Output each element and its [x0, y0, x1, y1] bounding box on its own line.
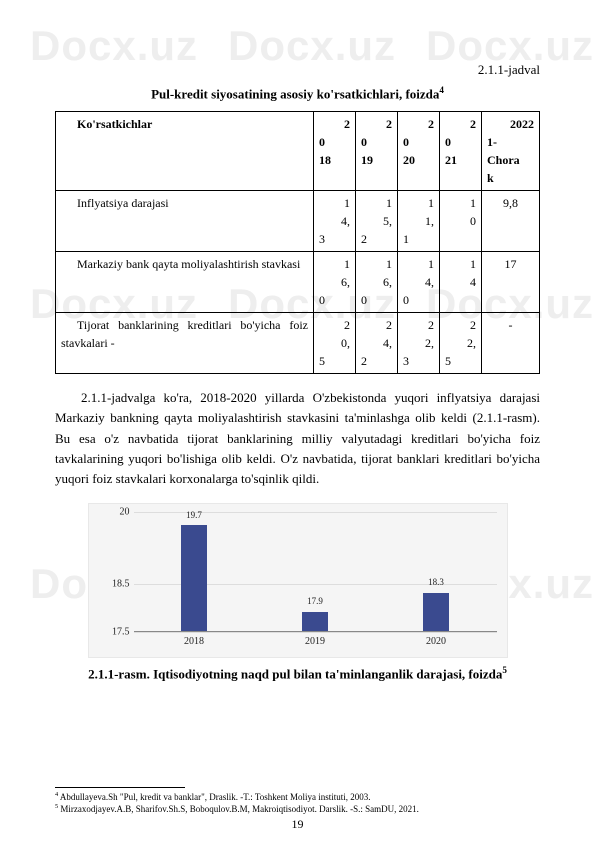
row-label: Inflyatsiya darajasi [56, 191, 314, 252]
chart-x-tick: 2019 [305, 634, 325, 649]
table-header-row: Ko'rsatkichlar 2 0 18 2 0 19 2 0 20 2 0 … [56, 112, 540, 191]
header-label: Ko'rsatkichlar [56, 112, 314, 191]
col-2020: 2 0 20 [398, 112, 440, 191]
chart-x-tick: 2020 [426, 634, 446, 649]
table-number: 2.1.1-jadval [55, 60, 540, 80]
chart-y-tick: 18.5 [94, 577, 130, 592]
cell: 22,5 [440, 313, 482, 374]
footnote-rule [55, 787, 185, 788]
footnote: 4 Abdullayeva.Sh "Pul, kredit va banklar… [55, 791, 540, 804]
page-content: 2.1.1-jadval Pul-kredit siyosatining aso… [0, 0, 595, 704]
chart-bar [181, 525, 208, 631]
cell: 14,0 [398, 252, 440, 313]
footnotes: 4 Abdullayeva.Sh "Pul, kredit va banklar… [55, 787, 540, 816]
chart-x-tick: 2018 [184, 634, 204, 649]
chart-title: 2.1.1-rasm. Iqtisodiyotning naqd pul bil… [55, 664, 540, 684]
chart-bar [423, 593, 450, 631]
table-title-sup: 4 [439, 85, 444, 95]
cell: 20,5 [314, 313, 356, 374]
cell: 17 [482, 252, 540, 313]
cell: 14 [440, 252, 482, 313]
indicators-table: Ko'rsatkichlar 2 0 18 2 0 19 2 0 20 2 0 … [55, 111, 540, 374]
chart-bar-value: 19.7 [186, 509, 202, 523]
bar-chart: 17.5 18.5 20 19.7 2018 17.9 2019 18.3 2020 [88, 503, 508, 658]
chart-title-text: 2.1.1-rasm. Iqtisodiyotning naqd pul bil… [88, 666, 502, 681]
body-paragraph: 2.1.1-jadvalga ko'ra, 2018-2020 yillarda… [55, 388, 540, 489]
chart-y-tick: 20 [94, 505, 130, 520]
table-row: Markaziy bank qayta moliyalashtirish sta… [56, 252, 540, 313]
chart-bar-value: 18.3 [428, 576, 444, 590]
table-row: Inflyatsiya darajasi 14,3 15,2 11,1 10 9… [56, 191, 540, 252]
table-title: Pul-kredit siyosatining asosiy ko'rsatki… [55, 84, 540, 104]
cell: 11,1 [398, 191, 440, 252]
table-title-text: Pul-kredit siyosatining asosiy ko'rsatki… [151, 86, 439, 101]
cell: 16,0 [356, 252, 398, 313]
chart-y-tick: 17.5 [94, 625, 130, 640]
col-2022: 2022 1- Chora k [482, 112, 540, 191]
table-row: Tijorat banklarining kreditlari bo'yicha… [56, 313, 540, 374]
col-2018: 2 0 18 [314, 112, 356, 191]
cell: - [482, 313, 540, 374]
chart-plot: 17.518.52019.7201817.9201918.32020 [134, 512, 497, 632]
cell: 10 [440, 191, 482, 252]
chart-bar [302, 612, 329, 631]
cell: 22,3 [398, 313, 440, 374]
cell: 15,2 [356, 191, 398, 252]
row-label: Tijorat banklarining kreditlari bo'yicha… [56, 313, 314, 374]
cell: 14,3 [314, 191, 356, 252]
row-label: Markaziy bank qayta moliyalashtirish sta… [56, 252, 314, 313]
footnote: 5 Mirzaxodjayev.A.B, Sharifov.Sh.S, Bobo… [55, 803, 540, 816]
col-2021: 2 0 21 [440, 112, 482, 191]
cell: 16,0 [314, 252, 356, 313]
cell: 24,2 [356, 313, 398, 374]
chart-title-sup: 5 [502, 665, 507, 675]
col-2019: 2 0 19 [356, 112, 398, 191]
page-number: 19 [0, 817, 595, 832]
cell: 9,8 [482, 191, 540, 252]
chart-bar-value: 17.9 [307, 595, 323, 609]
